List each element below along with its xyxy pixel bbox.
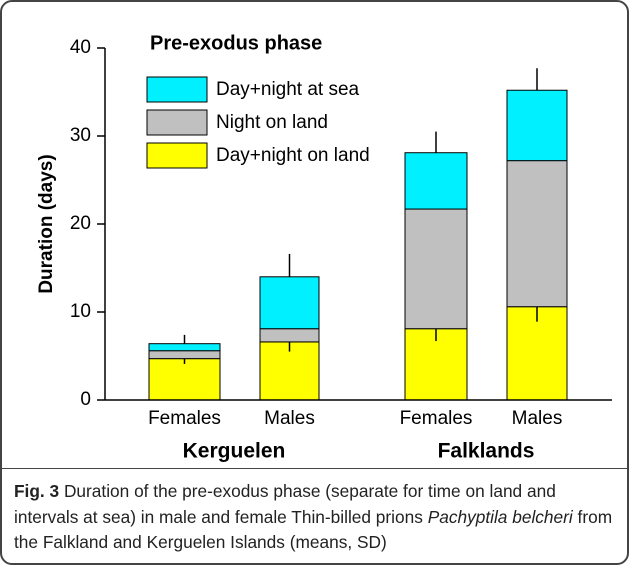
legend-label: Night on land bbox=[216, 112, 328, 133]
bar-segment bbox=[506, 160, 568, 308]
caption-text: Duration of the pre-exodus phase (separa… bbox=[14, 481, 556, 527]
caption-species: Pachyptila belcheri bbox=[427, 506, 573, 527]
caption: Fig. 3 Duration of the pre-exodus phase … bbox=[14, 479, 616, 556]
legend-swatch bbox=[146, 142, 208, 169]
chart-title: Pre-exodus phase bbox=[150, 32, 322, 54]
separator bbox=[2, 468, 627, 469]
y-tick-label: 40 bbox=[70, 37, 91, 58]
y-tick-label: 10 bbox=[70, 301, 91, 322]
group-label: Kerguelen bbox=[183, 440, 286, 463]
bar-segment bbox=[148, 350, 221, 360]
legend-swatch bbox=[146, 76, 208, 103]
bar-segment bbox=[404, 208, 468, 330]
x-tick-label: Females bbox=[148, 408, 221, 429]
x-tick-label: Males bbox=[264, 408, 315, 429]
y-tick-label: 0 bbox=[80, 389, 91, 410]
bar-segment bbox=[148, 343, 221, 352]
y-axis-label: Duration (days) bbox=[36, 154, 57, 293]
caption-text: from the Falkland and Kerguelen Islands … bbox=[14, 506, 613, 553]
y-tick-label: 20 bbox=[70, 213, 91, 234]
legend-label: Day+night at sea bbox=[216, 79, 360, 100]
bar-segment bbox=[259, 276, 320, 330]
caption-label: Fig. 3 bbox=[14, 481, 60, 501]
legend-swatch bbox=[146, 109, 208, 136]
bar-segment bbox=[404, 152, 468, 210]
legend-label: Day+night on land bbox=[216, 145, 370, 166]
group-label: Falklands bbox=[438, 440, 535, 463]
y-tick-label: 30 bbox=[70, 125, 91, 146]
x-tick-label: Males bbox=[512, 408, 563, 429]
x-tick-label: Females bbox=[400, 408, 473, 429]
bar-segment bbox=[259, 328, 320, 343]
bar-segment bbox=[148, 358, 221, 401]
bar-segment bbox=[506, 89, 568, 162]
chart: Pre-exodus phase Duration (days) 0 10 20 30… bbox=[36, 32, 612, 463]
